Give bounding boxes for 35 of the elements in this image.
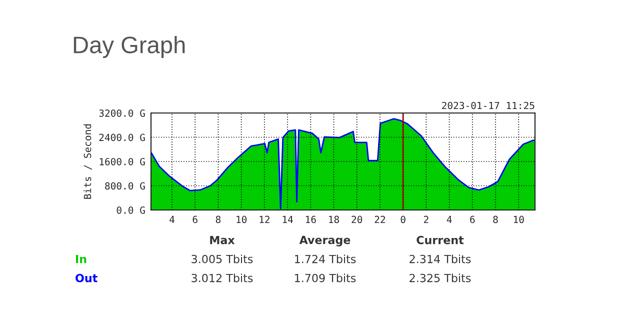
y-tick-label: 2400.0 G <box>99 134 145 142</box>
text: 1.724 Tbits <box>295 254 356 264</box>
x-tick-label: 8 <box>493 216 498 224</box>
x-tick-label: 14 <box>282 216 293 223</box>
y-axis-title: Bits / Second <box>84 124 92 199</box>
x-tick-label: 2 <box>424 216 428 223</box>
y-tick-label: 1600.0 G <box>100 158 145 166</box>
chart-title: Day Graph <box>74 36 185 58</box>
text: 1.709 Tbits <box>295 274 356 282</box>
x-tick-label: 16 <box>306 216 316 224</box>
x-tick-label: 0 <box>400 216 406 224</box>
x-tick-label: 6 <box>470 216 475 224</box>
text: 2023-01-17 11:25 <box>442 102 534 110</box>
y-tick-label: 800.0 G <box>105 182 145 190</box>
y-tick-label: 3200.0 G <box>99 110 145 117</box>
text: 2.325 Tbits <box>410 274 471 282</box>
x-tick-label: 10 <box>514 216 524 224</box>
x-tick-label: 22 <box>374 216 385 223</box>
x-tick-label: 20 <box>352 216 362 224</box>
text: 3.012 Tbits <box>192 274 253 282</box>
x-tick-label: 8 <box>216 216 221 224</box>
x-tick-label: 18 <box>329 216 339 224</box>
x-tick-label: 12 <box>260 216 270 223</box>
text: 2.314 Tbits <box>410 254 471 264</box>
x-tick-label: 4 <box>446 216 452 223</box>
x-tick-label: 10 <box>236 216 247 224</box>
text: Max <box>210 236 235 244</box>
text: In <box>76 254 86 264</box>
x-tick-label: 6 <box>192 216 198 224</box>
text: Out <box>76 274 98 282</box>
text: Average <box>299 236 350 246</box>
x-tick-label: 4 <box>170 216 174 223</box>
text: 3.005 Tbits <box>192 254 253 264</box>
text: Current <box>416 236 464 244</box>
y-tick-label: 0.0 G <box>116 206 145 214</box>
